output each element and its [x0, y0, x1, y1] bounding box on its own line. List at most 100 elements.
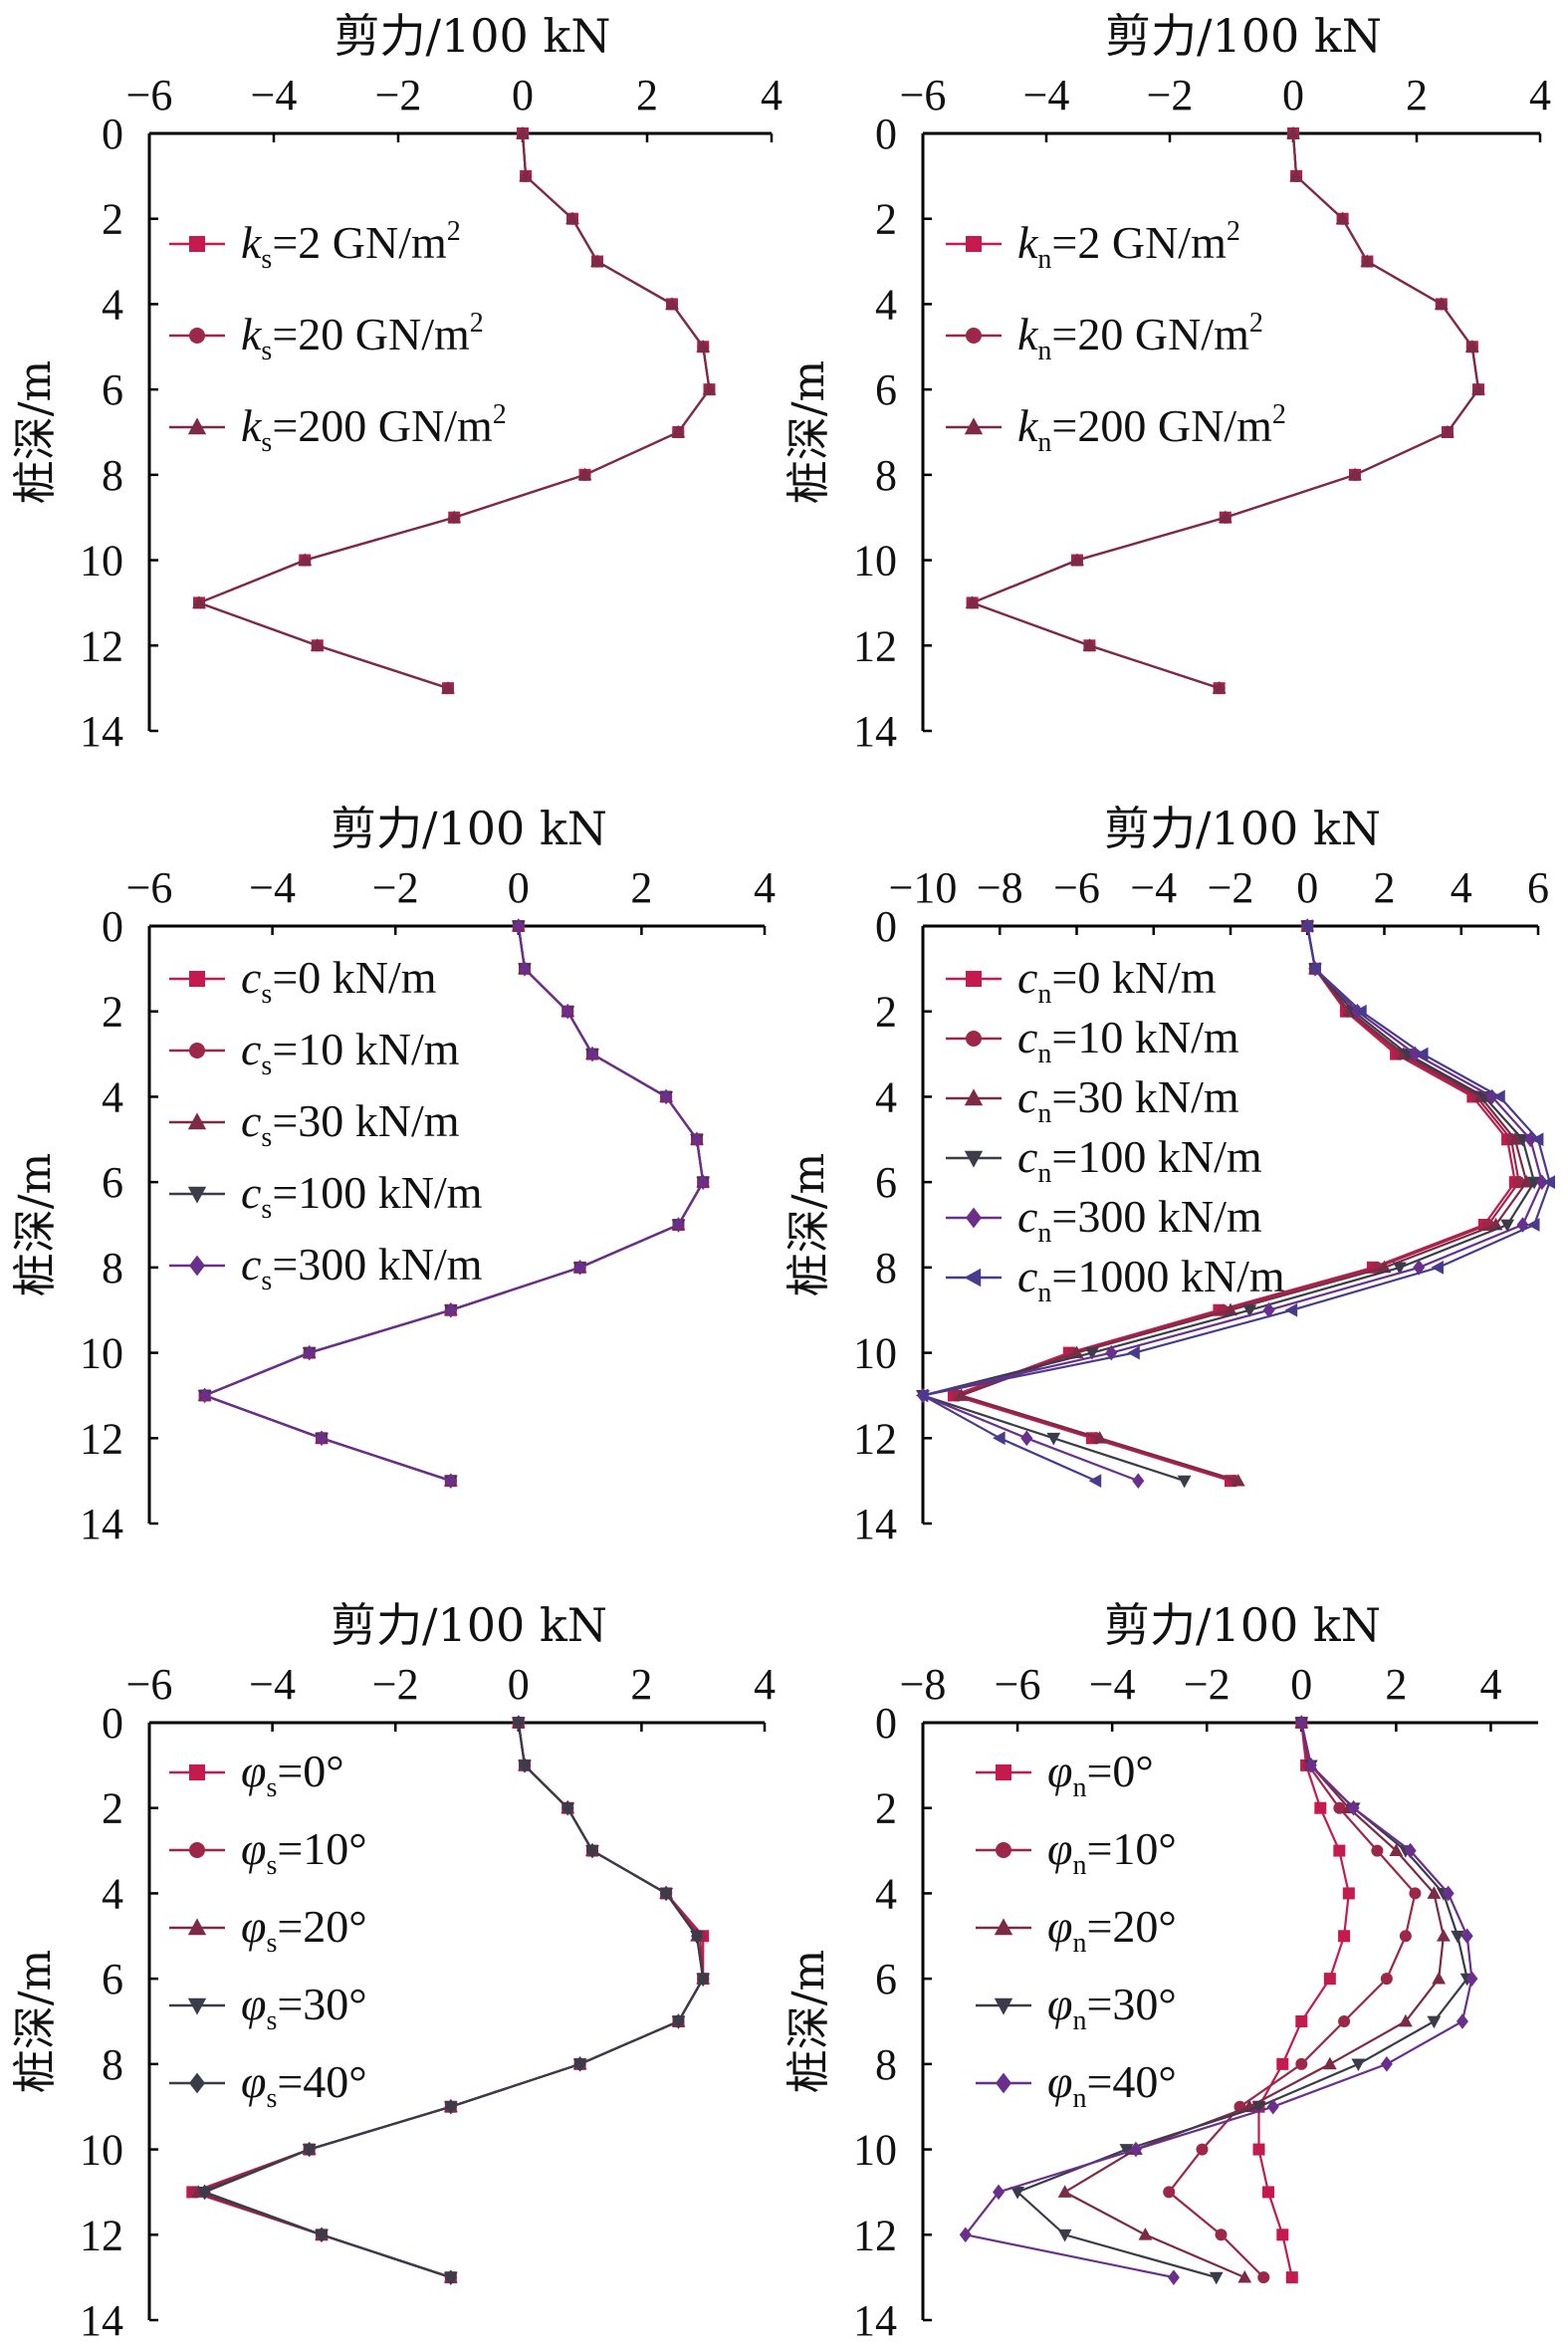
y-axis-label: 桩深/m [784, 1153, 834, 1297]
data-point [1348, 467, 1362, 481]
data-point [1209, 2271, 1224, 2285]
y-tick-label: 14 [853, 707, 897, 756]
x-tick-label: 2 [1374, 863, 1396, 912]
y-tick-label: 10 [853, 537, 897, 586]
series-2 [965, 125, 1485, 694]
x-tick-label: −4 [251, 71, 298, 119]
data-point [1286, 125, 1300, 139]
data-point [441, 680, 455, 694]
data-point [1295, 2057, 1308, 2070]
legend-entry: cn=10 kN/m [1017, 1012, 1239, 1069]
x-tick-label: 0 [508, 1660, 530, 1709]
data-point [1342, 1887, 1355, 1900]
data-point [1314, 1801, 1327, 1814]
data-point [444, 1473, 457, 1489]
data-point [1335, 211, 1350, 225]
data-point [1295, 1715, 1308, 1731]
legend-marker [189, 236, 205, 252]
x-tick-label: −2 [372, 863, 419, 912]
y-tick-label: 0 [102, 902, 123, 951]
y-tick-label: 2 [102, 988, 123, 1037]
x-tick-label: −4 [249, 1660, 296, 1709]
legend-marker [996, 2072, 1011, 2094]
legend-marker [189, 971, 205, 987]
legend-entry: cn=100 kN/m [1017, 1131, 1262, 1189]
legend-entry: ks=20 GN/m2 [241, 308, 484, 366]
panel-phin: 剪力/100 kN −8 −6 −4 −2 0 2 4 0 2 4 6 8 10 12 14 桩深/m φn=0°… [784, 1598, 1538, 2345]
legend-marker [189, 328, 205, 344]
panel-cn: 剪力/100 kN −10 −8 −6 −4 −2 0 2 4 6 0 2 4 6 8 10 12 14 桩深/m c… [784, 802, 1555, 1548]
legend-marker [994, 1918, 1013, 1936]
x-tick-label: −6 [126, 1660, 173, 1709]
legend-entry: kn=20 GN/m2 [1017, 308, 1263, 366]
y-tick-label: 14 [80, 1500, 123, 1548]
data-point [198, 2184, 211, 2201]
data-point [573, 1260, 586, 1276]
data-point [565, 211, 579, 225]
legend-entry: φs=0° [241, 1746, 344, 1803]
x-tick-label: 6 [1527, 863, 1549, 912]
data-point [590, 254, 604, 267]
data-point [1519, 1174, 1534, 1188]
data-point [1465, 1971, 1478, 1987]
legend-marker [189, 1842, 205, 1858]
data-point [1380, 2056, 1393, 2072]
y-tick-label: 4 [102, 280, 123, 329]
data-point [1427, 1886, 1442, 1899]
y-tick-label: 8 [102, 451, 123, 500]
x-tick-label: −2 [1184, 1660, 1231, 1709]
y-tick-label: 10 [80, 1329, 123, 1378]
y-tick-label: 14 [853, 2296, 897, 2345]
data-point [1196, 2143, 1209, 2156]
y-tick-label: 4 [102, 1869, 123, 1918]
data-point [1082, 638, 1097, 651]
y-tick-label: 6 [875, 1158, 897, 1207]
x-tick-label: −2 [375, 71, 422, 119]
data-point [298, 553, 313, 566]
data-point [1530, 1132, 1544, 1147]
series-line [958, 925, 1528, 1483]
y-tick-label: 10 [853, 2126, 897, 2175]
y-tick-label: 14 [80, 707, 123, 756]
panel-ks: 剪力/100 kN −6 −4 −2 0 2 4 0 2 4 6 8 10 12 14 桩深/m ks=2 GN… [10, 9, 783, 756]
data-point [1252, 2143, 1265, 2156]
series-2 [192, 125, 717, 694]
x-tick-label: −4 [1023, 71, 1070, 119]
data-point [1070, 553, 1084, 566]
data-point [1456, 2013, 1468, 2029]
data-point [1167, 2269, 1180, 2285]
data-point [1393, 1262, 1407, 1276]
data-point [1500, 1219, 1514, 1233]
legend-marker [966, 971, 982, 987]
data-point [573, 2056, 586, 2072]
legend-entry: cs=0 kN/m [241, 952, 437, 1010]
legend-marker [187, 1997, 207, 2015]
y-tick-label: 10 [80, 2126, 123, 2175]
data-point [1471, 381, 1485, 395]
data-point [447, 510, 462, 524]
legend-entry: kn=200 GN/m2 [1017, 399, 1286, 458]
y-axis-label: 桩深/m [10, 1950, 61, 2094]
y-tick-label: 6 [102, 1955, 123, 2003]
y-axis-label: 桩深/m [784, 1950, 834, 2094]
y-tick-label: 0 [875, 110, 897, 158]
series-line [963, 1722, 1473, 2279]
data-point [444, 1301, 457, 1318]
y-tick-label: 12 [80, 1414, 123, 1463]
data-point [1218, 510, 1232, 524]
series-line [969, 132, 1480, 690]
data-point [1304, 1758, 1317, 1773]
data-point [1338, 2015, 1351, 2027]
data-point [1434, 297, 1449, 310]
x-tick-label: −6 [126, 71, 173, 119]
legend-entry: φs=20° [241, 1901, 367, 1959]
data-point [1251, 2101, 1266, 2114]
y-tick-label: 4 [102, 1072, 123, 1121]
data-point [697, 1174, 710, 1190]
data-point [1432, 1971, 1447, 1985]
data-point [1333, 1801, 1346, 1814]
legend-marker [189, 1043, 205, 1058]
data-point [1129, 2141, 1142, 2158]
data-point [1257, 2271, 1270, 2284]
